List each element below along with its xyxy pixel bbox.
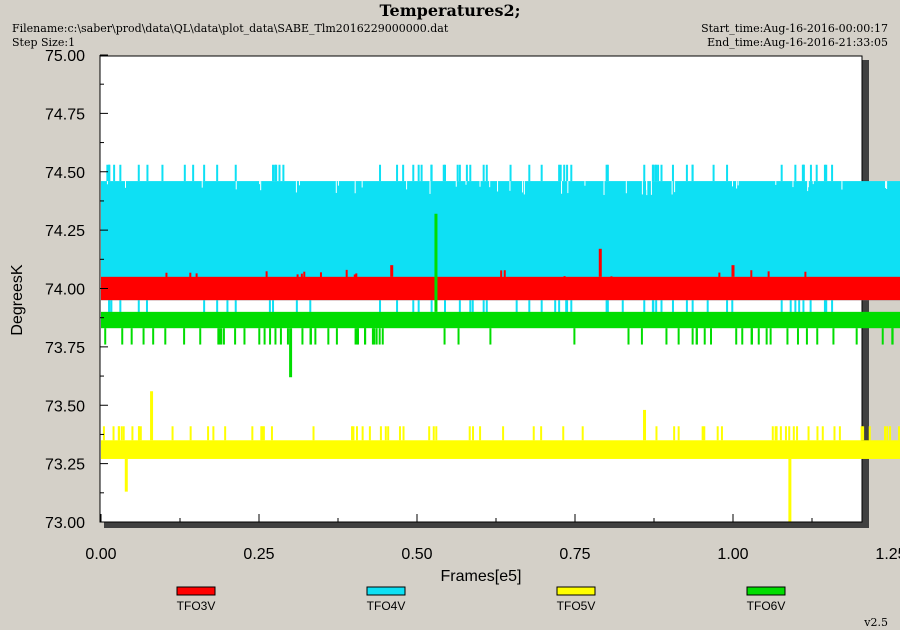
legend-label: TFO3V [177,599,216,613]
legend-swatch [176,586,216,596]
series-band-tfo5v [101,440,900,459]
legend-item-tfo6v: TFO6V [746,586,786,613]
y-tick-label: 74.00 [45,282,85,299]
legend: TFO3V TFO4V TFO5V TFO6V [176,586,786,613]
legend-item-tfo3v: TFO3V [176,586,216,613]
legend-label: TFO6V [747,599,786,613]
x-tick-label: 0.75 [559,546,590,563]
chart-title: Temperatures2; [379,1,521,20]
version-label: v2.5 [864,616,888,629]
legend-item-tfo4v: TFO4V [366,586,406,613]
step-size-label: Step Size:1 [12,36,76,49]
x-tick-label: 0.00 [85,546,116,563]
end-time-label: End_time:Aug-16-2016-21:33:05 [707,36,888,49]
y-tick-label: 74.75 [45,106,85,123]
legend-swatch [746,586,786,596]
y-tick-label: 74.50 [45,165,85,182]
series-layer [101,164,900,522]
start-time-label: Start_time:Aug-16-2016-00:00:17 [701,22,888,35]
x-tick-label: 0.25 [243,546,274,563]
legend-label: TFO4V [367,599,406,613]
x-tick-label: 0.50 [401,546,432,563]
y-tick-label: 73.25 [45,457,85,474]
series-tfo4v-gaps [106,181,888,196]
y-axis-title: DegreesK [9,264,26,335]
series-band-tfo6v [101,311,900,329]
axis-layer: 73.00 73.25 73.50 73.75 74.00 74.25 74.50 74.75… [45,48,900,563]
legend-swatch [366,586,406,596]
y-tick-label: 73.50 [45,398,85,415]
series-tfo5v [101,391,900,522]
y-tick-label: 75.00 [45,48,85,65]
series-tfo6v [101,213,900,378]
y-tick-label: 73.75 [45,340,85,357]
x-tick-label: 1.00 [717,546,748,563]
y-tick-label: 74.25 [45,223,85,240]
legend-item-tfo5v: TFO5V [556,586,596,613]
filename-label: Filename:c:\saber\prod\data\QL\data\plot… [12,22,449,35]
x-axis-title: Frames[e5] [441,568,522,585]
y-tick-label: 73.00 [45,515,85,532]
series-tfo3v-ticks [165,269,813,298]
x-tick-label: 1.25 [875,546,900,563]
legend-swatch [556,586,596,596]
legend-label: TFO5V [557,599,596,613]
